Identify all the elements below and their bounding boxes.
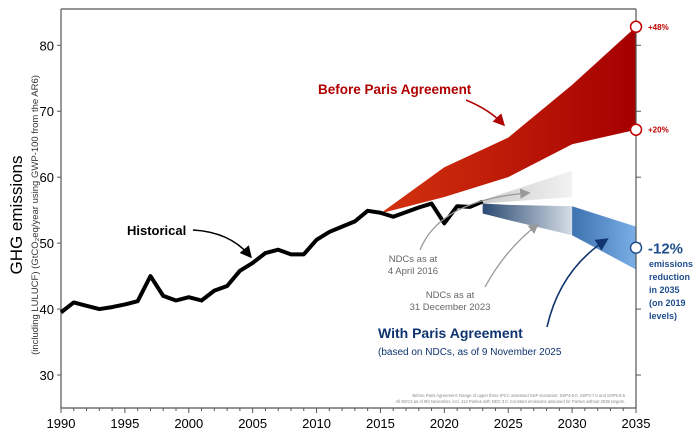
before-paris-arrow [465,99,506,127]
historical-line [59,199,484,314]
y-tick-label: 60 [40,170,54,185]
x-tick-label: 2005 [238,416,267,431]
x-tick-label: 2030 [558,416,587,431]
with-paris-label: With Paris Agreement [378,325,523,341]
x-tick-label: 1995 [110,416,139,431]
ndc2023-arrow [484,223,540,288]
reduction-line: emissions [649,259,693,269]
with-paris-sublabel: (based on NDCs, as of 9 November 2025 [378,347,562,358]
reduction-note: emissions reduction in 2035 (on 2019 lev… [649,259,693,321]
x-tick-label: 2025 [494,416,523,431]
x-tick-label: 2015 [366,416,395,431]
footnote-2: All NDCs as of 9th November, incl. 113 P… [396,399,625,404]
reduction-line: in 2035 [649,285,680,295]
band-with-paris-agreement [572,206,636,270]
y-tick-label: 70 [40,104,54,119]
band-ndcs-as-at-31-december-2023 [482,203,573,236]
before-paris-label: Before Paris Agreement [318,82,472,97]
reduction-line: (on 2019 [649,298,686,308]
x-tick-label: 2035 [622,416,651,431]
y-tick-label: 80 [40,38,54,53]
marker-circle [629,123,643,136]
y-tick-label: 50 [40,236,54,251]
y-axis-title: GHG emissions [7,155,26,274]
ndc2016-label-1: NDCs as at [389,254,438,265]
marker-label: +48% [648,23,669,32]
historical-arrow [192,229,252,259]
y-tick-label: 30 [40,368,54,383]
ndc2016-label-2: 4 April 2016 [388,266,438,277]
y-tick-label: 40 [40,302,54,317]
reduction-line: reduction [649,272,690,282]
ndc2023-label-1: NDCs as at [426,290,475,301]
reduction-line: levels) [649,311,677,321]
band-before-paris-agreement [380,26,636,214]
ndc2016-arrow [419,188,531,251]
x-tick-label: 2000 [174,416,203,431]
marker-circle [629,241,643,254]
marker-label: +20% [648,126,669,135]
historical-label: Historical [127,223,186,238]
x-tick-label: 2010 [302,416,331,431]
marker-circle [629,20,643,34]
y-axis-subtitle: (including LULUCF) (GtCO₂eq/year using G… [30,75,41,355]
x-tick-label: 1990 [47,416,76,431]
x-tick-label: 2020 [430,416,459,431]
ndc2023-label-2: 31 December 2023 [410,302,491,313]
with-paris-arrow [546,238,609,328]
footnote-1: Before Paris Agreement: Range of upper t… [412,393,625,398]
marker-label: -12% [648,241,683,258]
